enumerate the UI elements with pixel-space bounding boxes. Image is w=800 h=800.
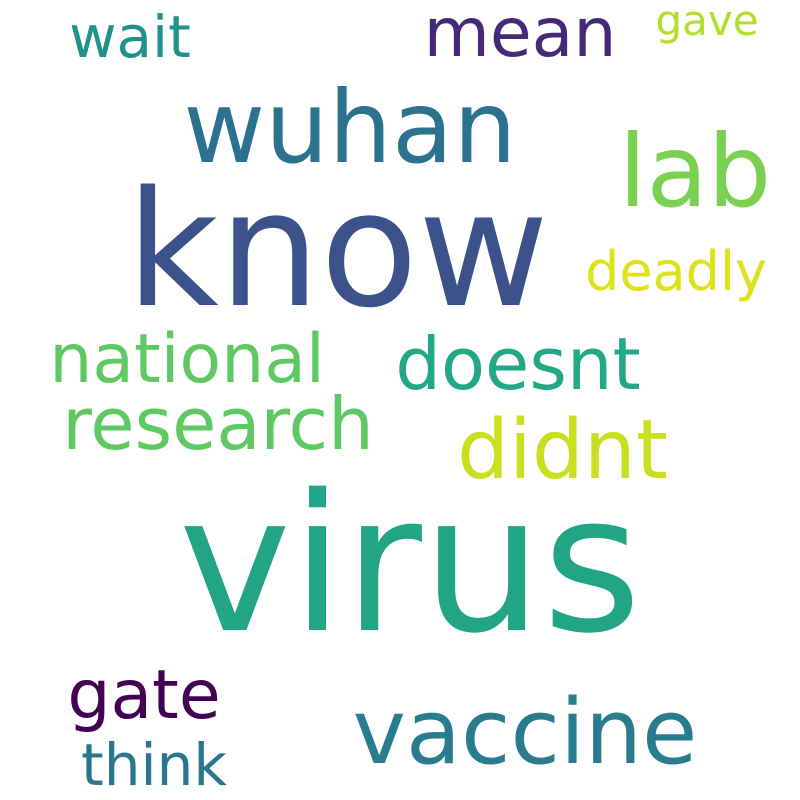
word-lab: lab bbox=[618, 113, 772, 230]
word-wait: wait bbox=[69, 3, 191, 71]
word-didnt: didnt bbox=[456, 403, 668, 498]
word-national: national bbox=[49, 320, 325, 399]
word-virus: virus bbox=[178, 454, 642, 675]
word-wuhan: wuhan bbox=[183, 69, 517, 186]
word-deadly: deadly bbox=[585, 240, 767, 303]
word-gate: gate bbox=[67, 656, 221, 735]
word-think: think bbox=[81, 731, 227, 799]
word-research: research bbox=[62, 382, 374, 466]
word-gave: gave bbox=[655, 0, 759, 45]
word-mean: mean bbox=[423, 0, 617, 73]
word-doesnt: doesnt bbox=[395, 322, 641, 406]
word-know: know bbox=[126, 156, 549, 343]
word-vaccine: vaccine bbox=[352, 680, 698, 785]
